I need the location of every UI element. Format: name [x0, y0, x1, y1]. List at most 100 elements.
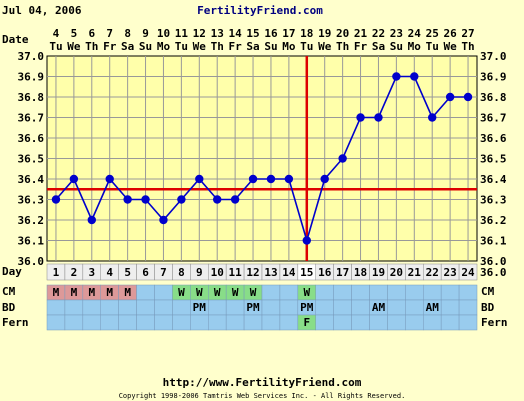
day-label: 7 [160, 266, 167, 279]
day-row-label: Day [2, 265, 22, 278]
cm-value: W [303, 286, 310, 299]
day-label: 10 [211, 266, 224, 279]
day-label: 12 [246, 266, 259, 279]
date-tick-label: 11 [175, 27, 189, 40]
day-label: 4 [106, 266, 113, 279]
weekday-tick-label: Sa [246, 40, 259, 53]
cm-value: W [196, 286, 203, 299]
day-label: 16 [318, 266, 332, 279]
y-tick-label-left: 36.4 [18, 173, 45, 186]
day-label: 6 [142, 266, 149, 279]
footer-url[interactable]: http://www.FertilityFriend.com [163, 376, 362, 389]
day-label: 21 [408, 266, 422, 279]
day-label: 8 [178, 266, 185, 279]
y-tick-label-right: 36.9 [480, 71, 507, 84]
date-tick-label: 24 [408, 27, 422, 40]
footer-copyright: Copyright 1998-2006 Tamtris Web Services… [119, 392, 406, 400]
date-tick-label: 9 [142, 27, 149, 40]
fern-cell [154, 314, 173, 331]
fern-cell [82, 314, 102, 331]
bd-cell [46, 299, 66, 316]
y-tick-label-right: 36.0 [480, 255, 507, 268]
fern-cell [190, 314, 209, 331]
y-tick-label-right: 36.2 [480, 214, 507, 227]
fern-cell [315, 314, 334, 331]
weekday-tick-label: Fr [103, 40, 117, 53]
temperature-point [463, 92, 473, 102]
day-label: 3 [88, 266, 95, 279]
day-label: 14 [282, 266, 296, 279]
fern-row-label-right: Fern [481, 316, 508, 329]
temperature-point [123, 195, 132, 204]
day-end-label: 36.0 [480, 266, 507, 279]
day-label: 22 [426, 266, 439, 279]
y-tick-label-left: 36.2 [18, 214, 45, 227]
bd-cell [154, 299, 173, 316]
weekday-tick-label: Tu [300, 40, 313, 53]
temperature-point [445, 92, 455, 102]
temperature-point [356, 113, 365, 122]
y-tick-label-right: 36.8 [480, 91, 507, 104]
weekday-tick-label: Th [211, 40, 224, 53]
bd-value: AM [426, 301, 440, 314]
y-tick-label-left: 36.8 [18, 91, 45, 104]
y-tick-label-right: 36.5 [480, 153, 507, 166]
site-title[interactable]: FertilityFriend.com [197, 4, 323, 17]
date-tick-label: 5 [71, 27, 78, 40]
weekday-tick-label: Th [85, 40, 98, 53]
cm-cell [261, 284, 281, 301]
day-label: 20 [390, 266, 403, 279]
cm-value: W [214, 286, 221, 299]
weekday-tick-label: Tu [426, 40, 439, 53]
bd-cell [100, 299, 119, 316]
fern-value: F [303, 316, 310, 329]
fern-cell [369, 314, 388, 331]
weekday-tick-label: We [318, 40, 332, 53]
fern-cell [208, 314, 227, 331]
date-tick-label: 16 [264, 27, 278, 40]
weekday-tick-label: Fr [354, 40, 368, 53]
weekday-tick-label: Sa [372, 40, 385, 53]
weekday-tick-label: Th [461, 40, 474, 53]
fern-cell [351, 314, 370, 331]
fern-cell [279, 314, 299, 331]
cm-cell [136, 284, 155, 301]
weekday-tick-label: Th [336, 40, 349, 53]
date-tick-label: 23 [390, 27, 403, 40]
day-label: 15 [300, 266, 313, 279]
fern-cell [100, 314, 119, 331]
day-label: 5 [124, 266, 131, 279]
bd-cell [136, 299, 155, 316]
temperature-point [141, 195, 150, 204]
fern-cell [64, 314, 84, 331]
temperature-point [51, 195, 61, 204]
weekday-tick-label: Mo [282, 40, 296, 53]
temperature-point [213, 195, 222, 204]
bd-value: PM [300, 301, 314, 314]
bd-cell [172, 299, 191, 316]
date-tick-label: 25 [426, 27, 439, 40]
y-tick-label-left: 36.7 [18, 112, 45, 125]
cm-cell [405, 284, 424, 301]
temperature-point [105, 174, 114, 184]
weekday-tick-label: We [67, 40, 81, 53]
weekday-tick-label: Tu [49, 40, 62, 53]
y-tick-label-left: 36.0 [18, 255, 45, 268]
cm-value: M [53, 286, 60, 299]
day-label: 23 [444, 266, 457, 279]
date-tick-label: 4 [53, 27, 60, 40]
y-tick-label-left: 36.9 [18, 71, 45, 84]
temperature-point [320, 174, 329, 184]
temperature-point [230, 195, 240, 204]
fern-cell [225, 314, 245, 331]
bd-cell [225, 299, 245, 316]
y-tick-label-right: 36.7 [480, 112, 507, 125]
y-tick-label-left: 36.5 [18, 153, 45, 166]
fern-cell [405, 314, 424, 331]
weekday-tick-label: We [444, 40, 458, 53]
cm-cell [279, 284, 299, 301]
y-tick-label-right: 36.3 [480, 194, 507, 207]
cm-value: W [232, 286, 239, 299]
temperature-point [248, 174, 258, 184]
